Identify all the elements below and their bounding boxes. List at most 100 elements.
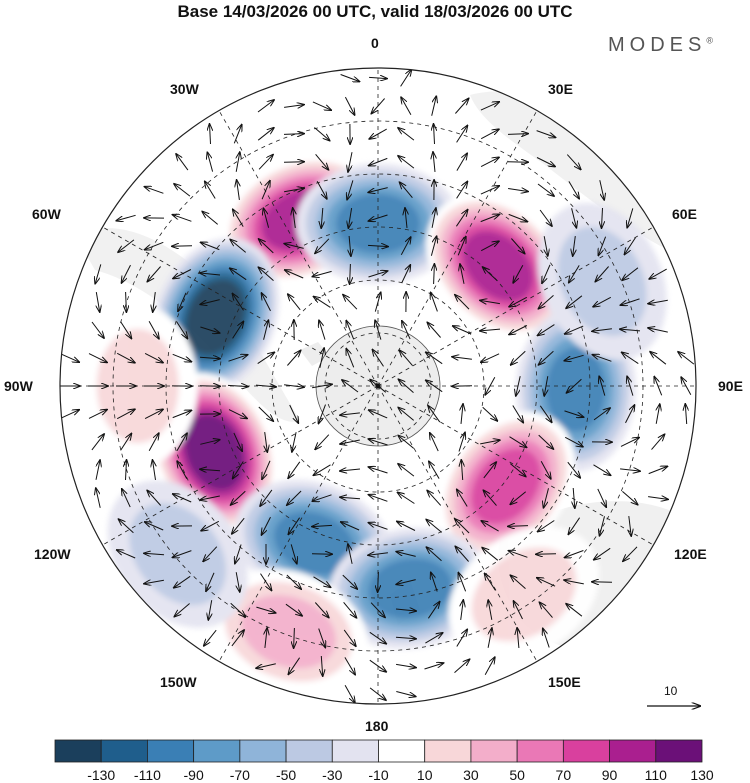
wind-arrow xyxy=(483,462,496,479)
wind-arrow xyxy=(232,322,244,339)
lon-label-120e: 120E xyxy=(674,546,707,562)
wind-arrow xyxy=(208,600,211,620)
wind-arrow xyxy=(122,489,131,508)
meridian xyxy=(377,226,654,387)
wind-arrow xyxy=(509,551,528,558)
wind-arrow xyxy=(650,352,667,365)
lon-label-30w: 30W xyxy=(170,81,199,97)
wind-arrow xyxy=(340,469,361,471)
wind-arrow xyxy=(233,461,244,479)
wind-arrow xyxy=(395,637,416,639)
wind-arrow xyxy=(620,438,639,447)
wind-arrow xyxy=(262,460,271,479)
wind-arrow xyxy=(237,180,240,200)
colorbar-label: -130 xyxy=(87,767,116,783)
wind-arrow xyxy=(236,152,240,172)
wind-arrow xyxy=(480,214,500,223)
wind-arrow xyxy=(369,77,387,78)
wind-arrow xyxy=(313,494,332,501)
wind-arrow xyxy=(625,405,635,424)
wind-arrow xyxy=(398,156,415,169)
wind-arrow xyxy=(60,353,79,362)
wind-arrow xyxy=(568,517,581,535)
wind-arrow xyxy=(256,663,276,668)
wind-arrow xyxy=(398,493,415,504)
wind-arrow xyxy=(431,573,438,592)
wind-arrow xyxy=(147,266,161,282)
wind-arrow xyxy=(602,207,603,228)
wind-arrow xyxy=(315,434,330,450)
wind-arrow xyxy=(648,497,668,500)
wind-arrow xyxy=(257,128,274,141)
wind-arrow xyxy=(648,328,668,333)
wind-arrow xyxy=(455,295,470,310)
wind-arrow xyxy=(116,409,135,420)
wind-arrow xyxy=(283,134,304,135)
wind-arrow xyxy=(566,295,583,308)
colorbar-label: 70 xyxy=(555,767,572,783)
wind-vectors xyxy=(60,70,695,703)
wind-arrow xyxy=(507,134,528,135)
wind-arrow xyxy=(255,385,276,387)
wind-arrow xyxy=(396,579,416,585)
wind-arrow xyxy=(144,580,164,583)
wind-arrow xyxy=(544,488,549,507)
wind-arrow xyxy=(395,609,416,611)
lon-label-90e: 90E xyxy=(718,378,743,394)
colorbar-label: 50 xyxy=(509,767,525,783)
wind-arrow xyxy=(347,180,354,199)
wind-arrow xyxy=(543,629,550,648)
wind-arrow xyxy=(259,267,274,281)
wind-arrow xyxy=(508,526,529,527)
wind-arrow xyxy=(399,379,414,393)
wind-arrow xyxy=(461,460,462,481)
wind-arrow xyxy=(539,405,551,422)
wind-arrow xyxy=(592,329,612,332)
wind-arrow xyxy=(200,299,220,305)
wind-arrow xyxy=(321,655,322,676)
wind-arrow xyxy=(454,659,470,673)
colorbar-swatch xyxy=(470,739,518,763)
wind-arrow xyxy=(172,410,192,419)
wind-arrow xyxy=(173,550,192,558)
wind-arrow xyxy=(348,208,351,228)
wind-arrow xyxy=(235,544,242,564)
wind-arrow xyxy=(369,128,387,139)
wind-arrow xyxy=(284,385,304,387)
meridian xyxy=(218,110,379,387)
modes-logo: MODES® xyxy=(608,34,713,57)
wind-arrow xyxy=(629,516,631,536)
wind-arrow xyxy=(256,606,275,613)
wind-arrow xyxy=(480,129,499,140)
wind-arrow xyxy=(600,516,605,535)
wind-arrow xyxy=(263,208,270,228)
colorbar-swatch xyxy=(147,739,195,763)
wind-arrow xyxy=(627,376,634,396)
wind-arrow xyxy=(426,520,443,533)
wind-arrow xyxy=(260,573,272,591)
wind-arrow xyxy=(172,353,192,361)
wind-arrow xyxy=(348,152,353,172)
wind-arrow xyxy=(285,603,302,616)
wind-arrow xyxy=(593,464,611,475)
wind-arrow xyxy=(177,461,188,480)
wind-arrow xyxy=(178,292,187,311)
wind-arrow xyxy=(627,208,634,227)
anomaly-cell-pos-150w xyxy=(208,568,369,695)
wind-arrow xyxy=(539,209,552,226)
wind-arrow xyxy=(148,321,159,338)
colorbar-swatch xyxy=(655,739,703,763)
meridian xyxy=(102,385,379,546)
colorbar-label: 90 xyxy=(601,767,618,783)
wind-arrow xyxy=(573,236,576,256)
wind-arrow xyxy=(455,210,467,227)
wind-arrow xyxy=(594,547,611,559)
wind-arrow xyxy=(564,580,584,585)
wind-arrow xyxy=(480,102,499,111)
wind-arrow xyxy=(375,320,382,340)
wind-arrow xyxy=(367,245,388,246)
wind-arrow xyxy=(509,325,528,335)
wind-arrow xyxy=(649,268,667,279)
wind-arrow xyxy=(480,241,499,252)
wind-arrow xyxy=(487,628,492,648)
